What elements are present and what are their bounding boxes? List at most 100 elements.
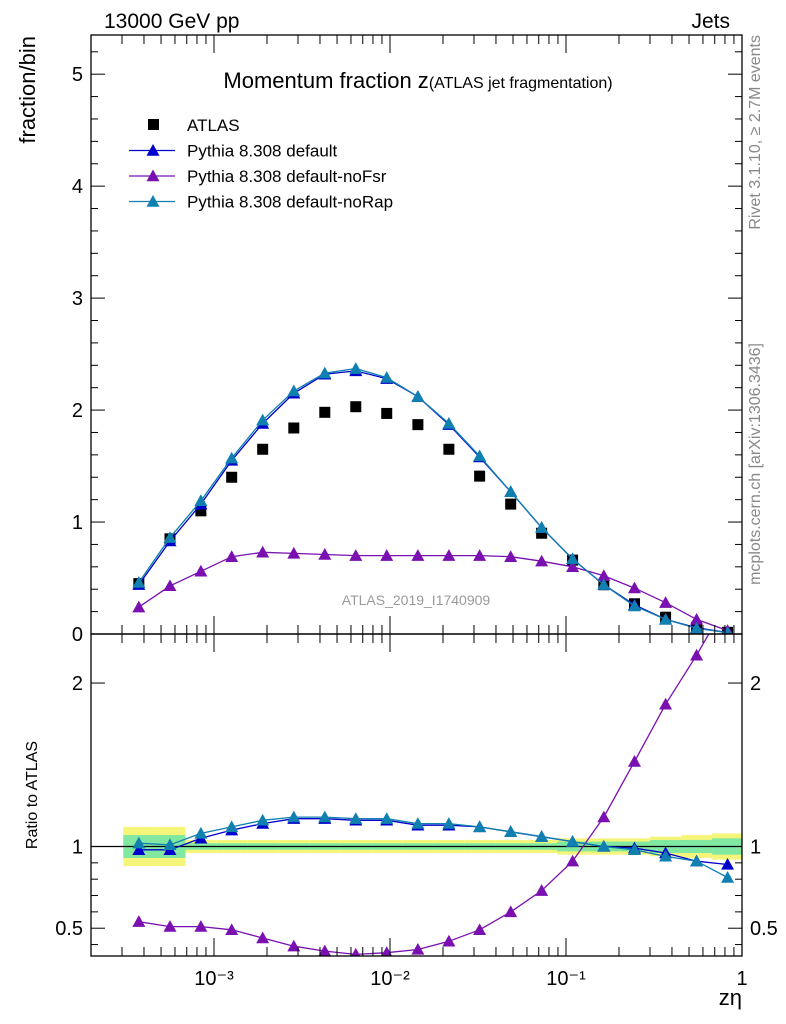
ratio-point-series-1 xyxy=(163,920,177,932)
data-point-series-2 xyxy=(597,569,611,581)
ratio-marks xyxy=(91,595,742,956)
data-point-series-3 xyxy=(287,384,301,397)
main-marks xyxy=(132,362,734,634)
data-point-series-2 xyxy=(256,545,270,558)
ratio-point-series-2 xyxy=(225,820,239,833)
data-point-series-3 xyxy=(690,621,704,634)
ratio-point-series-2 xyxy=(566,835,580,847)
data-point-atlas xyxy=(381,407,393,419)
main-ylabel: fraction/bin xyxy=(15,36,40,144)
y-tick-label: 4 xyxy=(72,176,83,198)
y-tick-label: 0 xyxy=(72,624,83,646)
data-point-atlas xyxy=(505,498,517,510)
ratio-point-series-1 xyxy=(721,595,734,607)
ratio-point-series-2 xyxy=(535,830,549,842)
main-panel: 0 1 2 3 4 5 Momentum fraction z(ATLAS jet fra… xyxy=(15,34,743,646)
data-point-series-3 xyxy=(349,362,363,374)
ratio-point-series-0 xyxy=(721,857,735,870)
ratio-point-series-2 xyxy=(442,817,456,829)
ratio-point-series-1 xyxy=(473,923,487,936)
data-point-atlas xyxy=(288,422,300,434)
chart-title-main: Momentum fraction z xyxy=(223,68,428,93)
legend-marker-atlas xyxy=(148,119,159,130)
main-axes: 0 1 2 3 4 5 xyxy=(72,35,743,646)
ratio-axes: 0.5 0.5 1 1 2 2 10⁻³ 10⁻² 10⁻¹ 1 xyxy=(55,634,778,990)
ratio-panel: 0.5 0.5 1 1 2 2 10⁻³ 10⁻² 10⁻¹ 1 Ratio to ATLAS z… xyxy=(24,595,778,1010)
data-point-series-3 xyxy=(504,485,518,498)
data-point-series-2 xyxy=(473,549,487,561)
series-line-2 xyxy=(138,551,728,632)
ratio-point-series-2 xyxy=(349,812,363,824)
main-clip-group xyxy=(132,362,734,634)
data-point-series-3 xyxy=(225,451,239,464)
chart-title: Momentum fraction z(ATLAS jet fragmentat… xyxy=(223,68,612,93)
data-point-atlas xyxy=(350,401,362,413)
data-point-series-3 xyxy=(566,552,580,565)
y-tick-label: 3 xyxy=(72,288,83,310)
header-left-label: 13000 GeV pp xyxy=(104,10,239,33)
ratio-point-series-2 xyxy=(163,838,177,851)
ratio-y-tick-label-right: 2 xyxy=(750,673,761,695)
series-line-3 xyxy=(138,367,728,634)
ratio-point-series-1 xyxy=(597,810,611,823)
ratio-point-series-1 xyxy=(659,697,673,710)
ratio-line-0 xyxy=(138,818,728,866)
ratio-point-series-1 xyxy=(381,946,393,956)
legend-marker xyxy=(146,195,160,207)
ratio-point-series-1 xyxy=(132,915,146,927)
ratio-point-series-2 xyxy=(659,849,673,862)
ratio-point-series-1 xyxy=(690,648,704,661)
ratio-point-series-2 xyxy=(690,854,704,867)
data-point-series-2 xyxy=(442,549,456,561)
legend-entry-label: Pythia 8.308 default-noRap xyxy=(187,193,393,212)
ratio-point-series-1 xyxy=(256,931,270,944)
legend-marker xyxy=(146,169,160,182)
data-point-atlas xyxy=(443,443,455,455)
y-tick-label: 1 xyxy=(72,512,83,534)
data-point-series-2 xyxy=(380,549,394,561)
data-point-series-3 xyxy=(627,599,641,612)
ratio-point-series-1 xyxy=(627,754,641,767)
ratio-frame xyxy=(90,633,743,957)
y-tick-label: 5 xyxy=(72,64,83,86)
ratio-point-series-2 xyxy=(627,843,641,855)
x-tick-label: 10⁻¹ xyxy=(546,968,586,990)
ratio-ylabel: Ratio to ATLAS xyxy=(24,741,41,849)
data-point-series-2 xyxy=(627,581,641,594)
ratio-y-tick-label-right: 1 xyxy=(750,836,761,858)
data-point-series-3 xyxy=(318,366,332,379)
ratio-line-2 xyxy=(138,816,728,879)
ratio-clip-group xyxy=(91,595,742,956)
ratio-y-tick-label: 2 xyxy=(72,673,83,695)
ratio-y-tick-label: 0.5 xyxy=(55,918,83,940)
data-point-atlas xyxy=(412,419,424,431)
data-point-atlas xyxy=(195,505,207,517)
data-point-series-3 xyxy=(597,578,611,590)
x-tick-label: 10⁻² xyxy=(370,968,410,990)
ratio-point-series-1 xyxy=(411,942,425,955)
data-point-series-3 xyxy=(535,521,549,533)
data-point-series-2 xyxy=(287,546,301,559)
legend-entry-label: ATLAS xyxy=(187,116,240,135)
ratio-point-series-2 xyxy=(380,812,394,824)
mcplots-side-label: mcplots.cern.ch [arXiv:1306.3436] xyxy=(747,343,764,585)
ratio-point-series-1 xyxy=(504,905,518,918)
ratio-point-series-1 xyxy=(351,947,361,956)
data-point-atlas xyxy=(319,406,331,418)
header-right-label: Jets xyxy=(691,10,730,33)
data-point-series-2 xyxy=(163,579,177,592)
ratio-point-series-2 xyxy=(318,810,332,823)
data-point-series-3 xyxy=(256,413,270,426)
ratio-y-tick-label: 1 xyxy=(72,836,83,858)
data-point-series-2 xyxy=(349,549,363,561)
ratio-point-series-2 xyxy=(256,813,270,826)
ratio-point-series-1 xyxy=(566,854,580,867)
data-point-series-2 xyxy=(535,554,549,567)
ratio-point-series-2 xyxy=(132,836,146,849)
data-point-series-2 xyxy=(132,600,146,613)
data-point-series-2 xyxy=(411,549,425,561)
ratio-point-series-2 xyxy=(194,826,208,839)
ratio-point-series-1 xyxy=(318,944,332,956)
ratio-point-series-2 xyxy=(504,825,518,837)
